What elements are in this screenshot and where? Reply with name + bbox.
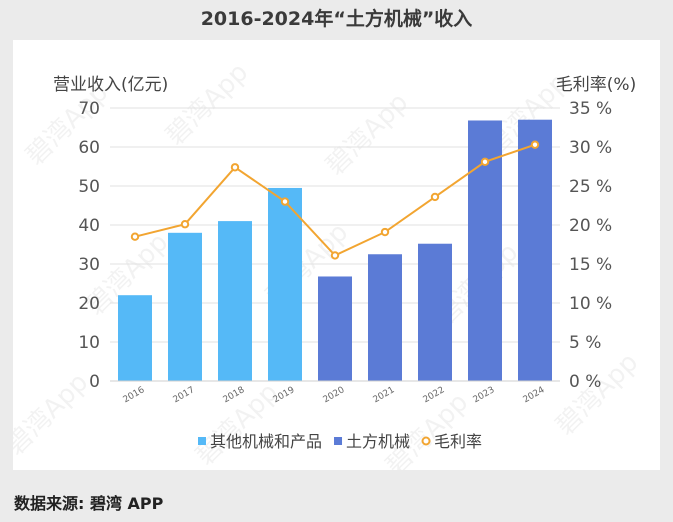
chart-panel: 碧湾App 碧湾App 碧湾App 碧湾App 碧湾App 碧湾App 碧湾App 碧湾App… — [0, 40, 660, 481]
legend-label: 毛利率 — [434, 432, 482, 451]
y-right-tick-label: 5 % — [569, 333, 601, 353]
x-tick-label: 2019 — [272, 385, 297, 405]
legend-swatch — [334, 437, 343, 445]
y-left-tick-label: 0 — [89, 372, 100, 392]
y-left-tick-label: 70 — [78, 99, 100, 119]
bar-2017 — [168, 232, 202, 381]
source-note: 数据来源: 碧湾 APP — [14, 494, 164, 513]
x-tick-label: 2023 — [472, 385, 497, 405]
margin-point-2018 — [230, 163, 240, 172]
x-tick-label: 2021 — [372, 385, 397, 405]
legend-label: 土方机械 — [346, 432, 410, 451]
bar-2016 — [118, 295, 152, 381]
legend: 其他机械和产品 土方机械 毛利率 — [198, 432, 482, 451]
legend-label: 其他机械和产品 — [210, 432, 322, 451]
margin-line — [130, 140, 540, 260]
y-right-tick-label: 20 % — [569, 216, 612, 236]
margin-point-2023 — [480, 157, 490, 167]
bar-2018 — [218, 221, 252, 381]
y-left-tick-label: 60 — [78, 138, 100, 158]
y-right-tick-label: 25 % — [569, 177, 612, 197]
y-right-tick-label: 15 % — [569, 255, 612, 275]
watermark-text: 碧湾App — [550, 347, 644, 441]
x-tick-label: 2017 — [172, 385, 197, 405]
margin-point-2022 — [430, 192, 440, 202]
chart-title: 2016-2024年“土方机械”收入 — [200, 8, 473, 30]
bar-2020 — [318, 276, 352, 381]
y-right-tick-label: 0 % — [569, 372, 601, 392]
legend-swatch — [198, 437, 206, 445]
watermark-text: 碧湾App — [320, 87, 414, 181]
y-axis-right-title: 毛利率(%) — [556, 75, 636, 95]
x-tick-label: 2020 — [322, 385, 347, 405]
margin-point-2021 — [380, 227, 390, 237]
y-right-tick-label: 35 % — [569, 99, 612, 119]
y-left-tick-label: 10 — [78, 333, 100, 353]
y-left-tick-label: 50 — [78, 177, 100, 197]
y-left-tick-label: 20 — [78, 294, 100, 314]
watermark-text: 碧湾App — [160, 57, 254, 151]
margin-point-2017 — [180, 220, 190, 229]
margin-point-2020 — [330, 251, 340, 260]
x-tick-label: 2024 — [522, 385, 547, 405]
bar-2022 — [418, 243, 452, 381]
margin-point-2019 — [280, 197, 290, 206]
bar-2024 — [518, 119, 552, 381]
bar-2019 — [268, 187, 302, 381]
y-axis-left-title: 营业收入(亿元) — [53, 75, 168, 95]
margin-point-2024 — [530, 140, 540, 149]
bar-2021 — [368, 254, 402, 381]
watermark-text: 碧湾App — [13, 367, 94, 461]
y-left-tick-label: 40 — [78, 216, 100, 236]
y-left-tick-label: 30 — [78, 255, 100, 275]
y-right-tick-label: 30 % — [569, 138, 612, 158]
legend-swatch — [421, 436, 431, 446]
y-right-tick-label: 10 % — [569, 294, 612, 314]
margin-point-2016 — [130, 232, 140, 241]
x-tick-label: 2016 — [122, 385, 147, 405]
